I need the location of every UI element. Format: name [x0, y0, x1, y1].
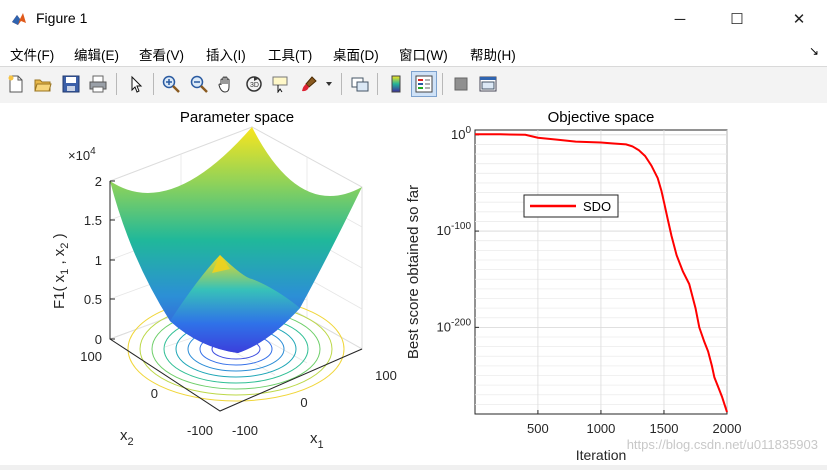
parameter-space-axes: 0 0.5 1 1.5 2 ×104 100 0 -100 -100 0 100… — [51, 109, 397, 451]
new-figure-icon[interactable] — [3, 71, 29, 97]
x2-tick: 0 — [151, 386, 158, 401]
menu-window[interactable]: 窗口(W) — [399, 48, 448, 63]
menu-desktop[interactable]: 桌面(D) — [333, 48, 379, 63]
zoom-out-icon[interactable] — [186, 71, 212, 97]
z-tick: 2 — [95, 174, 102, 189]
matlab-app-icon — [10, 10, 28, 28]
z-axis-label: F1( x1 , x2 ) — [51, 233, 71, 309]
rotate-3d-icon[interactable]: 3D — [241, 71, 267, 97]
figure-canvas: 0 0.5 1 1.5 2 ×104 100 0 -100 -100 0 100… — [0, 103, 827, 465]
menu-view[interactable]: 查看(V) — [139, 48, 184, 63]
menu-bar: 文件(F) 编辑(E) 查看(V) 插入(I) 工具(T) 桌面(D) 窗口(W… — [0, 38, 827, 66]
dock-arrow-icon[interactable]: ↘ — [808, 44, 819, 58]
x2-tick: 100 — [80, 349, 102, 364]
print-icon[interactable] — [85, 71, 111, 97]
y-tick-layer: 100 10-100 10-200 — [437, 125, 479, 334]
hide-plot-tools-icon[interactable] — [448, 71, 474, 97]
surface-back — [110, 127, 362, 353]
legend-box[interactable]: SDO — [523, 194, 619, 218]
objective-space-title: Objective space — [548, 109, 655, 126]
open-icon[interactable] — [30, 71, 56, 97]
colorbar-icon[interactable] — [383, 71, 409, 97]
x-axis-label: Iteration — [576, 447, 627, 463]
y-tick-label: 10-200 — [437, 317, 472, 334]
zoom-in-icon[interactable] — [158, 71, 184, 97]
z-tick: 0 — [95, 332, 102, 347]
series-line-sdo — [475, 133, 728, 413]
data-cursor-icon[interactable] — [268, 71, 294, 97]
series-layer — [475, 133, 728, 413]
toolbar-separator — [341, 73, 342, 95]
brush-icon[interactable] — [296, 71, 322, 97]
maximize-button[interactable]: ☐ — [730, 11, 744, 28]
brush-dropdown-icon[interactable] — [322, 71, 336, 97]
x-tick-layer: 500 1000 1500 2000 — [527, 410, 741, 436]
x-tick-label: 1000 — [586, 421, 615, 436]
link-plot-icon[interactable] — [347, 71, 373, 97]
close-button[interactable]: ✕ — [792, 11, 806, 28]
toolbar-separator — [116, 73, 117, 95]
x1-axis-label: x1 — [310, 430, 324, 451]
menu-file[interactable]: 文件(F) — [10, 48, 55, 63]
minimize-button[interactable]: ─ — [674, 10, 686, 28]
x1-tick: 100 — [375, 368, 397, 383]
x-tick-label: 1500 — [650, 421, 679, 436]
menu-insert[interactable]: 插入(I) — [206, 48, 246, 63]
toolbar-separator — [153, 73, 154, 95]
z-tick: 0.5 — [84, 292, 102, 307]
x1-tick: 0 — [300, 395, 307, 410]
menu-help[interactable]: 帮助(H) — [470, 48, 516, 63]
objective-space-axes: 100 10-100 10-200 500 1000 1500 2000 Objectiv… — [405, 109, 741, 463]
legend-icon[interactable] — [411, 71, 437, 97]
save-icon[interactable] — [58, 71, 84, 97]
edit-plot-arrow-icon[interactable] — [123, 71, 149, 97]
z-tick: 1 — [95, 253, 102, 268]
legend-label-sdo: SDO — [583, 199, 611, 214]
show-plot-tools-icon[interactable] — [475, 71, 501, 97]
svg-text:3D: 3D — [250, 82, 259, 89]
watermark-text: https://blog.csdn.net/u011835903 — [627, 437, 818, 452]
menu-edit[interactable]: 编辑(E) — [74, 48, 119, 63]
figure-svg: 0 0.5 1 1.5 2 ×104 100 0 -100 -100 0 100… — [51, 109, 818, 463]
y-tick-label: 10-100 — [437, 221, 472, 238]
parameter-space-title: Parameter space — [180, 109, 294, 126]
x-tick-label: 500 — [527, 421, 549, 436]
figure-toolbar: 3D — [0, 66, 827, 104]
exponent-label: ×104 — [68, 146, 96, 163]
y-axis-label: Best score obtained so far — [405, 185, 422, 359]
toolbar-separator — [377, 73, 378, 95]
surface-front — [170, 255, 300, 353]
x1-tick: -100 — [232, 423, 258, 438]
window-title: Figure 1 — [36, 10, 88, 26]
menu-tools[interactable]: 工具(T) — [268, 48, 313, 63]
x-tick-label: 2000 — [713, 421, 742, 436]
y-tick-label: 100 — [451, 125, 471, 142]
z-tick: 1.5 — [84, 213, 102, 228]
pan-hand-icon[interactable] — [213, 71, 239, 97]
x2-tick: -100 — [187, 423, 213, 438]
x2-axis-label: x2 — [120, 427, 134, 448]
title-bar: Figure 1 ─ ☐ ✕ — [0, 0, 827, 38]
toolbar-separator — [442, 73, 443, 95]
